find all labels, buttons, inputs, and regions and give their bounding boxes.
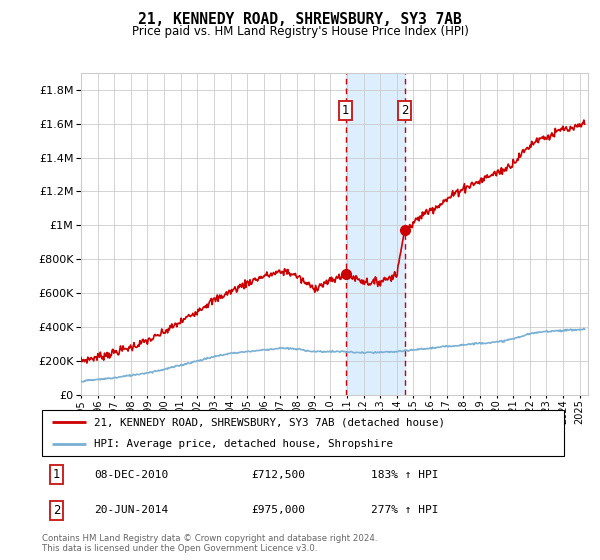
Text: 277% ↑ HPI: 277% ↑ HPI	[371, 505, 439, 515]
Text: 2: 2	[53, 503, 61, 516]
Text: 1: 1	[53, 468, 61, 481]
Text: £975,000: £975,000	[251, 505, 305, 515]
Text: 08-DEC-2010: 08-DEC-2010	[94, 469, 169, 479]
Text: Price paid vs. HM Land Registry's House Price Index (HPI): Price paid vs. HM Land Registry's House …	[131, 25, 469, 38]
Text: 21, KENNEDY ROAD, SHREWSBURY, SY3 7AB: 21, KENNEDY ROAD, SHREWSBURY, SY3 7AB	[138, 12, 462, 27]
Text: 2: 2	[401, 104, 409, 116]
Text: 20-JUN-2014: 20-JUN-2014	[94, 505, 169, 515]
Text: Contains HM Land Registry data © Crown copyright and database right 2024.
This d: Contains HM Land Registry data © Crown c…	[42, 534, 377, 553]
Bar	[346, 73, 404, 395]
Text: 21, KENNEDY ROAD, SHREWSBURY, SY3 7AB (detached house): 21, KENNEDY ROAD, SHREWSBURY, SY3 7AB (d…	[94, 417, 445, 427]
Text: 1: 1	[342, 104, 349, 116]
Text: £712,500: £712,500	[251, 469, 305, 479]
Text: 183% ↑ HPI: 183% ↑ HPI	[371, 469, 439, 479]
Text: HPI: Average price, detached house, Shropshire: HPI: Average price, detached house, Shro…	[94, 440, 393, 450]
